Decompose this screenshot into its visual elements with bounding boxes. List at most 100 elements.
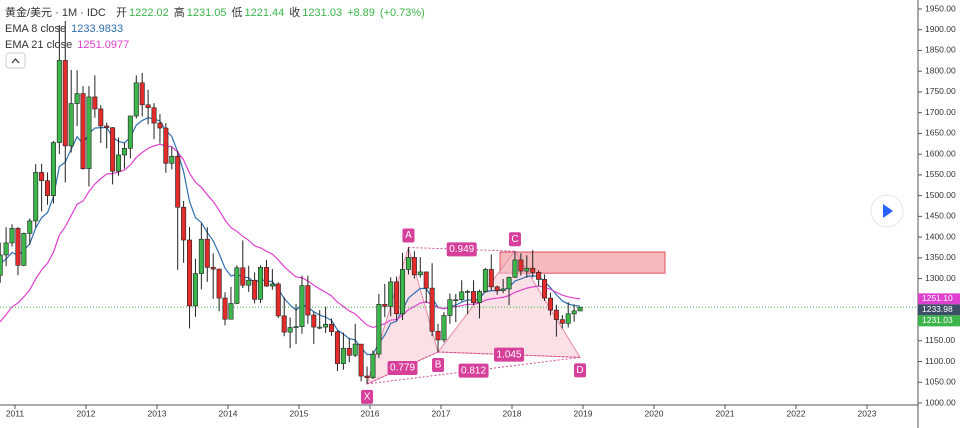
y-tick-label: 1500.00: [925, 190, 956, 200]
candle-body: [542, 279, 548, 299]
x-tick-label: 2023: [858, 408, 877, 418]
candle-body: [488, 269, 494, 288]
y-tick-label: 1800.00: [925, 65, 956, 75]
candle-body: [311, 314, 317, 328]
ratio-label: 0.779: [390, 363, 415, 374]
candle-body: [299, 285, 305, 327]
candle-body: [252, 279, 258, 300]
candle-body: [334, 331, 340, 364]
legend-name: EMA 8 close: [5, 23, 66, 35]
x-tick-label: 2018: [503, 408, 522, 418]
candle-body: [476, 291, 482, 303]
y-tick-label: 1350.00: [925, 252, 956, 262]
ema-line: [0, 143, 581, 329]
candle-body: [234, 267, 240, 304]
candle-body: [275, 283, 281, 317]
y-tick-label: 1700.00: [925, 107, 956, 117]
candle-body: [121, 148, 127, 156]
candle-body: [465, 291, 471, 293]
candle-body: [536, 272, 542, 280]
ratio-line: [366, 351, 439, 385]
candle-body: [145, 104, 151, 109]
candle-body: [192, 273, 198, 307]
symbol: 黄金/美元 · 1M · IDC: [5, 5, 106, 19]
candle-body: [400, 269, 406, 315]
candle-body: [287, 327, 293, 333]
candle-body: [110, 127, 116, 172]
pattern-label: A: [405, 230, 412, 241]
price-tag-label: 1233.98: [922, 304, 953, 314]
candle-body: [524, 267, 530, 272]
ratio-label-bg: [458, 363, 489, 378]
x-tick-label: 2013: [148, 408, 167, 418]
candle-body: [187, 239, 193, 307]
candle-body: [33, 172, 39, 222]
candle-body: [68, 103, 74, 147]
candle-body: [565, 313, 571, 324]
play-button[interactable]: [870, 194, 904, 228]
price-tag: [918, 293, 960, 305]
candle-body: [459, 291, 465, 301]
candle-body: [382, 303, 388, 307]
candle-body: [293, 326, 299, 328]
candle-body: [559, 319, 565, 324]
x-tick-label: 2014: [219, 408, 238, 418]
candle-body: [62, 60, 68, 147]
candle-body: [370, 353, 376, 379]
candle-body: [181, 206, 187, 241]
x-tick-label: 2021: [716, 408, 735, 418]
collapse-button[interactable]: [5, 52, 26, 69]
candle-body: [506, 277, 512, 290]
candle-body: [512, 259, 518, 278]
resistance-zone: [499, 251, 666, 274]
ohlc-label: 开: [116, 7, 127, 19]
pattern-label: B: [435, 360, 442, 371]
price-tag-label: 1231.03: [922, 315, 953, 325]
ratio-label-bg: [387, 360, 418, 375]
y-tick-label: 1150.00: [925, 335, 955, 345]
legend: EMA 8 close 1233.9833 EMA 21 close 1251.097…: [5, 23, 129, 51]
pattern-label-bg: [574, 363, 587, 378]
ohlc-value: 1221.44: [245, 7, 285, 19]
candle-body: [163, 127, 169, 164]
candle-body: [329, 323, 335, 332]
ohlc-label: 收: [289, 5, 300, 19]
x-tick-label: 2016: [361, 408, 380, 418]
candle-body: [352, 343, 358, 356]
candle-body: [39, 172, 45, 182]
pattern-label-bg: [508, 232, 521, 247]
candle-body: [447, 299, 453, 316]
candle-body: [518, 259, 524, 272]
price-tag: [918, 304, 960, 316]
legend-name: EMA 21 close: [5, 39, 72, 51]
candle-body: [98, 108, 104, 127]
pattern-label-bg: [402, 228, 415, 243]
candle-body: [423, 271, 429, 289]
y-tick-label: 1950.00: [925, 3, 956, 13]
candle-body: [482, 269, 488, 292]
candle-body: [210, 267, 216, 270]
candle-body: [453, 299, 459, 302]
candle-body: [133, 82, 139, 117]
candle-body: [577, 306, 583, 312]
candle-body: [547, 297, 553, 311]
ratio-label: 0.949: [449, 244, 474, 255]
candle-body: [417, 271, 423, 276]
y-tick-label: 1900.00: [925, 24, 956, 34]
candle-body: [92, 96, 98, 110]
candle-body: [263, 267, 269, 287]
candle-body: [364, 375, 370, 379]
ema-line: [0, 117, 581, 356]
candle-body: [27, 220, 33, 234]
candle-body: [0, 254, 3, 276]
pattern-label-bg: [361, 389, 374, 404]
x-tick-label: 2015: [290, 408, 309, 418]
candle-body: [116, 154, 122, 172]
ohlc-value: 1222.02: [129, 7, 169, 19]
candle-body: [429, 287, 435, 332]
candle-body: [269, 283, 275, 287]
pattern-label: X: [364, 392, 371, 403]
candle-body: [346, 347, 352, 356]
